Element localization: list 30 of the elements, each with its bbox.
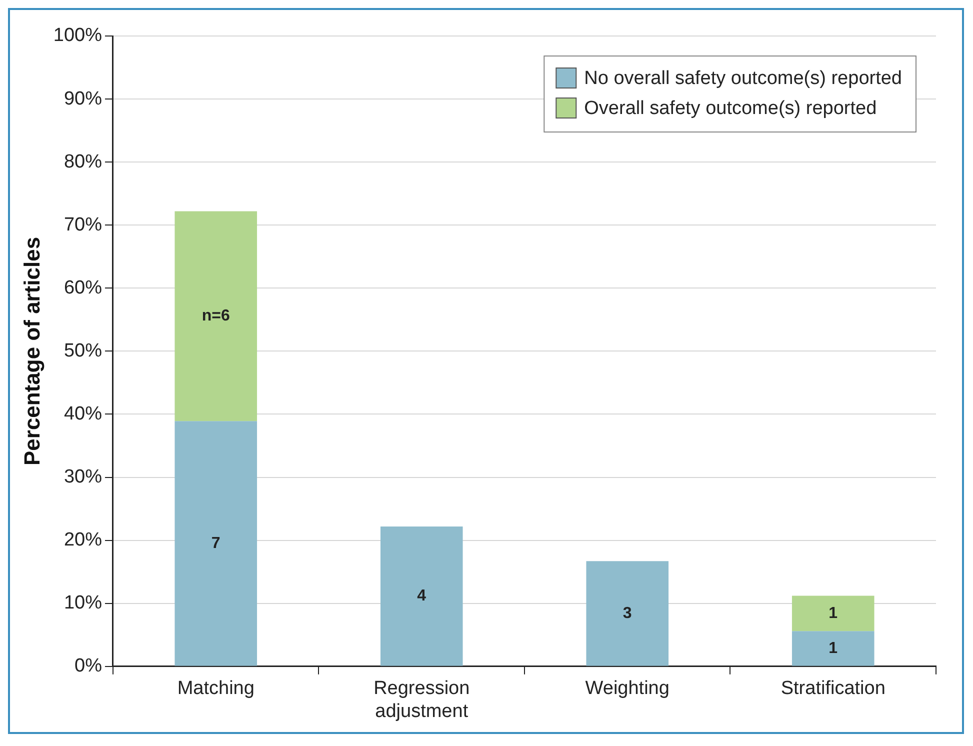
x-tick-label: Weighting <box>585 678 670 700</box>
y-tick-label: 90% <box>64 88 102 110</box>
y-tick-label: 0% <box>74 656 102 677</box>
annotation: 1 <box>828 604 838 622</box>
annotation: n=6 <box>202 308 230 325</box>
bar <box>792 631 874 666</box>
y-tick-label: 70% <box>64 214 102 236</box>
bar <box>380 526 463 666</box>
y-tick-label: 50% <box>64 340 102 362</box>
x-tick-label: Matching <box>177 678 254 700</box>
y-tick-label: 20% <box>64 530 102 551</box>
y-tick-label: 10% <box>64 592 102 614</box>
y-axis-title: Percentage of articles <box>19 236 44 466</box>
annotation: 1 <box>828 640 838 657</box>
annotation: 4 <box>417 588 426 605</box>
bar <box>174 421 258 666</box>
legend-label: Overall safety outcome(s) reported <box>584 98 877 120</box>
x-tick-label: Regression adjustment <box>374 678 470 722</box>
bar <box>174 211 258 422</box>
annotation: 7 <box>211 534 220 552</box>
annotation: 3 <box>622 604 632 622</box>
y-tick-label: 60% <box>64 277 102 298</box>
legend-label: No overall safety outcome(s) reported <box>584 68 902 90</box>
bar <box>792 596 874 632</box>
y-tick-label: 100% <box>53 25 102 46</box>
bar <box>586 561 669 666</box>
y-tick-label: 80% <box>64 151 102 172</box>
x-tick-label: Stratification <box>780 678 886 700</box>
y-tick-label: 40% <box>64 403 102 424</box>
y-tick-label: 30% <box>64 466 102 488</box>
